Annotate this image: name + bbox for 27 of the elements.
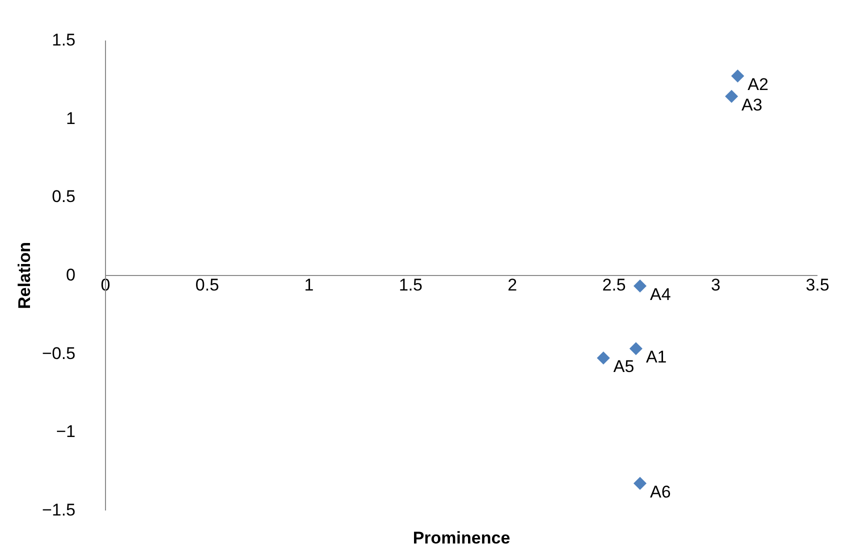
annotation: A5 <box>613 357 634 376</box>
annotation: A3 <box>742 95 762 114</box>
y-tick-label: 1.5 <box>52 30 76 50</box>
annotation: A4 <box>650 284 671 304</box>
y-axis-title: Relation <box>14 242 34 310</box>
annotation: A6 <box>650 482 671 502</box>
y-tick-label: 1 <box>66 108 76 128</box>
point <box>634 476 647 490</box>
point <box>731 70 744 83</box>
x-tick-label: 2 <box>508 276 518 294</box>
y-tick-label: 0.5 <box>52 187 76 206</box>
x-tick-label: 3.5 <box>806 276 830 294</box>
y-tick-label: −1.5 <box>42 500 76 520</box>
x-tick-label: 0.5 <box>195 276 220 294</box>
y-tick-label: −0.5 <box>42 344 76 363</box>
point <box>725 90 738 103</box>
annotation: A2 <box>748 75 768 94</box>
x-tick-label: 1.5 <box>398 276 422 294</box>
point <box>596 352 610 365</box>
annotation: A1 <box>646 348 667 367</box>
point <box>634 279 647 292</box>
point <box>629 342 642 356</box>
x-axis-title: Prominence <box>412 528 510 546</box>
x-tick-label: 1 <box>304 276 314 294</box>
y-tick-label: −1 <box>56 422 76 442</box>
x-tick-label: 2.5 <box>602 276 626 294</box>
x-tick-label: 3 <box>711 276 721 294</box>
